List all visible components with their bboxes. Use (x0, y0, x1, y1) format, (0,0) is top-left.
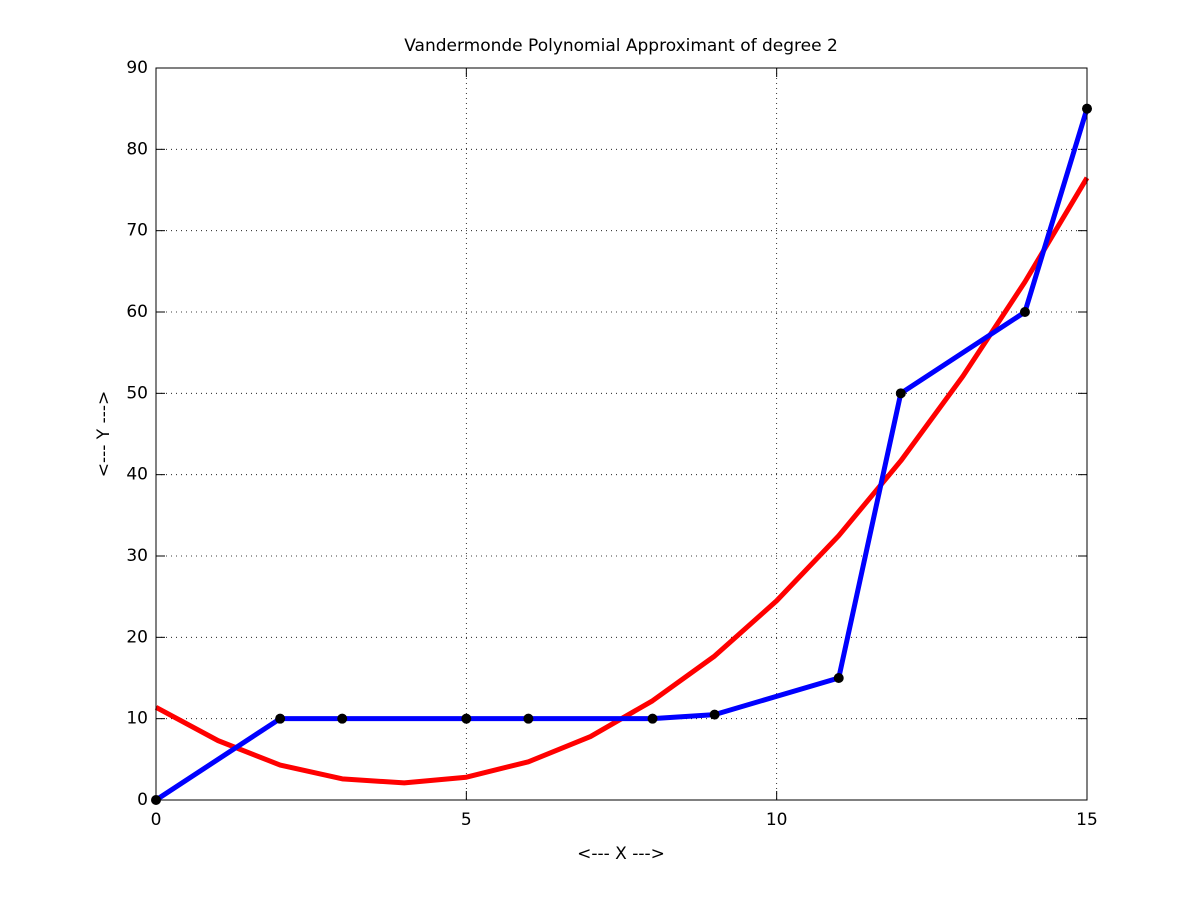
axes-box (155, 67, 1088, 801)
data-point (709, 709, 720, 720)
y-tick-label: 0 (137, 790, 148, 810)
y-tick-label: 90 (126, 58, 148, 78)
x-tick-label: 15 (1076, 810, 1098, 830)
data-point (1019, 307, 1030, 317)
y-tick-label: 50 (126, 383, 148, 403)
data-point (275, 713, 286, 724)
y-tick-label: 70 (126, 221, 148, 241)
y-axis-label: <--- Y ---> (94, 391, 114, 478)
x-axis-label: <--- X ---> (577, 844, 665, 864)
y-tick-label: 60 (126, 302, 148, 322)
data-point (895, 388, 906, 399)
y-tick-label: 20 (126, 627, 148, 647)
y-tick-label: 30 (126, 546, 148, 566)
x-tick-label: 5 (461, 810, 472, 830)
data-point (523, 713, 534, 724)
data-point (833, 673, 844, 683)
x-tick-label: 0 (151, 810, 162, 830)
plot-area (151, 103, 1092, 805)
data-point (461, 713, 472, 724)
x-tick-label: 10 (766, 810, 788, 830)
data-point (647, 713, 658, 724)
chart-title: Vandermonde Polynomial Approximant of de… (404, 36, 838, 56)
y-tick-label: 10 (126, 709, 148, 729)
data-point (337, 713, 348, 724)
y-tick-label: 40 (126, 465, 148, 485)
y-tick-label: 80 (126, 139, 148, 159)
